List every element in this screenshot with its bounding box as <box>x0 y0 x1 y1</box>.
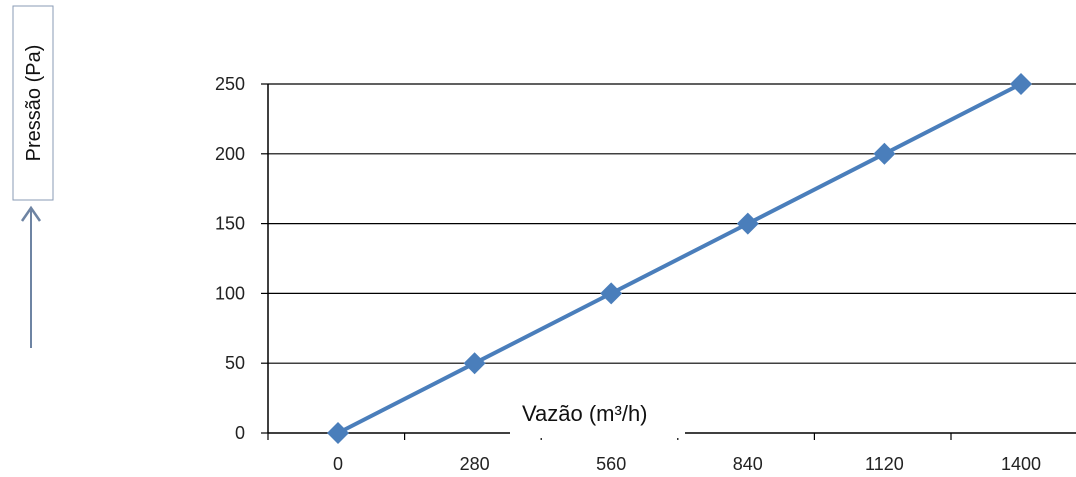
data-point-marker <box>736 212 759 235</box>
data-point-marker <box>327 422 349 444</box>
y-tick-label: 0 <box>235 423 245 443</box>
y-tick-label: 100 <box>215 283 245 303</box>
x-tick-label: 1120 <box>865 454 904 474</box>
data-point-marker <box>873 142 896 165</box>
axes <box>267 84 1076 434</box>
y-axis-label-box <box>12 5 54 201</box>
x-tick-labels: 0 280 560 840 1120 1400 <box>267 433 1041 474</box>
x-axis-label: Vazão (m³/h) <box>522 401 648 426</box>
y-tick-label: 150 <box>215 214 245 234</box>
x-tick-label: 280 <box>460 454 490 474</box>
data-point-marker <box>463 352 486 375</box>
y-axis-label-group: Pressão (Pa) <box>12 5 54 348</box>
x-tick-label: 1400 <box>1001 454 1041 474</box>
x-tick-label: 560 <box>596 454 626 474</box>
data-point-marker <box>1010 73 1032 95</box>
data-point-marker <box>600 282 623 305</box>
y-tick-label: 50 <box>225 353 245 373</box>
series <box>327 73 1032 444</box>
up-arrow-icon <box>20 205 42 222</box>
y-axis-label: Pressão (Pa) <box>23 45 45 162</box>
x-tick-label: 840 <box>733 454 763 474</box>
x-axis-label-group: Vazão (m³/h) <box>510 388 685 438</box>
gridlines <box>268 83 1076 364</box>
series-line <box>337 82 1022 435</box>
x-axis-label-box <box>510 388 685 438</box>
y-tick-label: 250 <box>215 74 245 94</box>
y-tick-labels: 0 50 100 150 200 250 <box>215 74 268 443</box>
x-tick-label: 0 <box>333 454 343 474</box>
y-tick-label: 200 <box>215 144 245 164</box>
